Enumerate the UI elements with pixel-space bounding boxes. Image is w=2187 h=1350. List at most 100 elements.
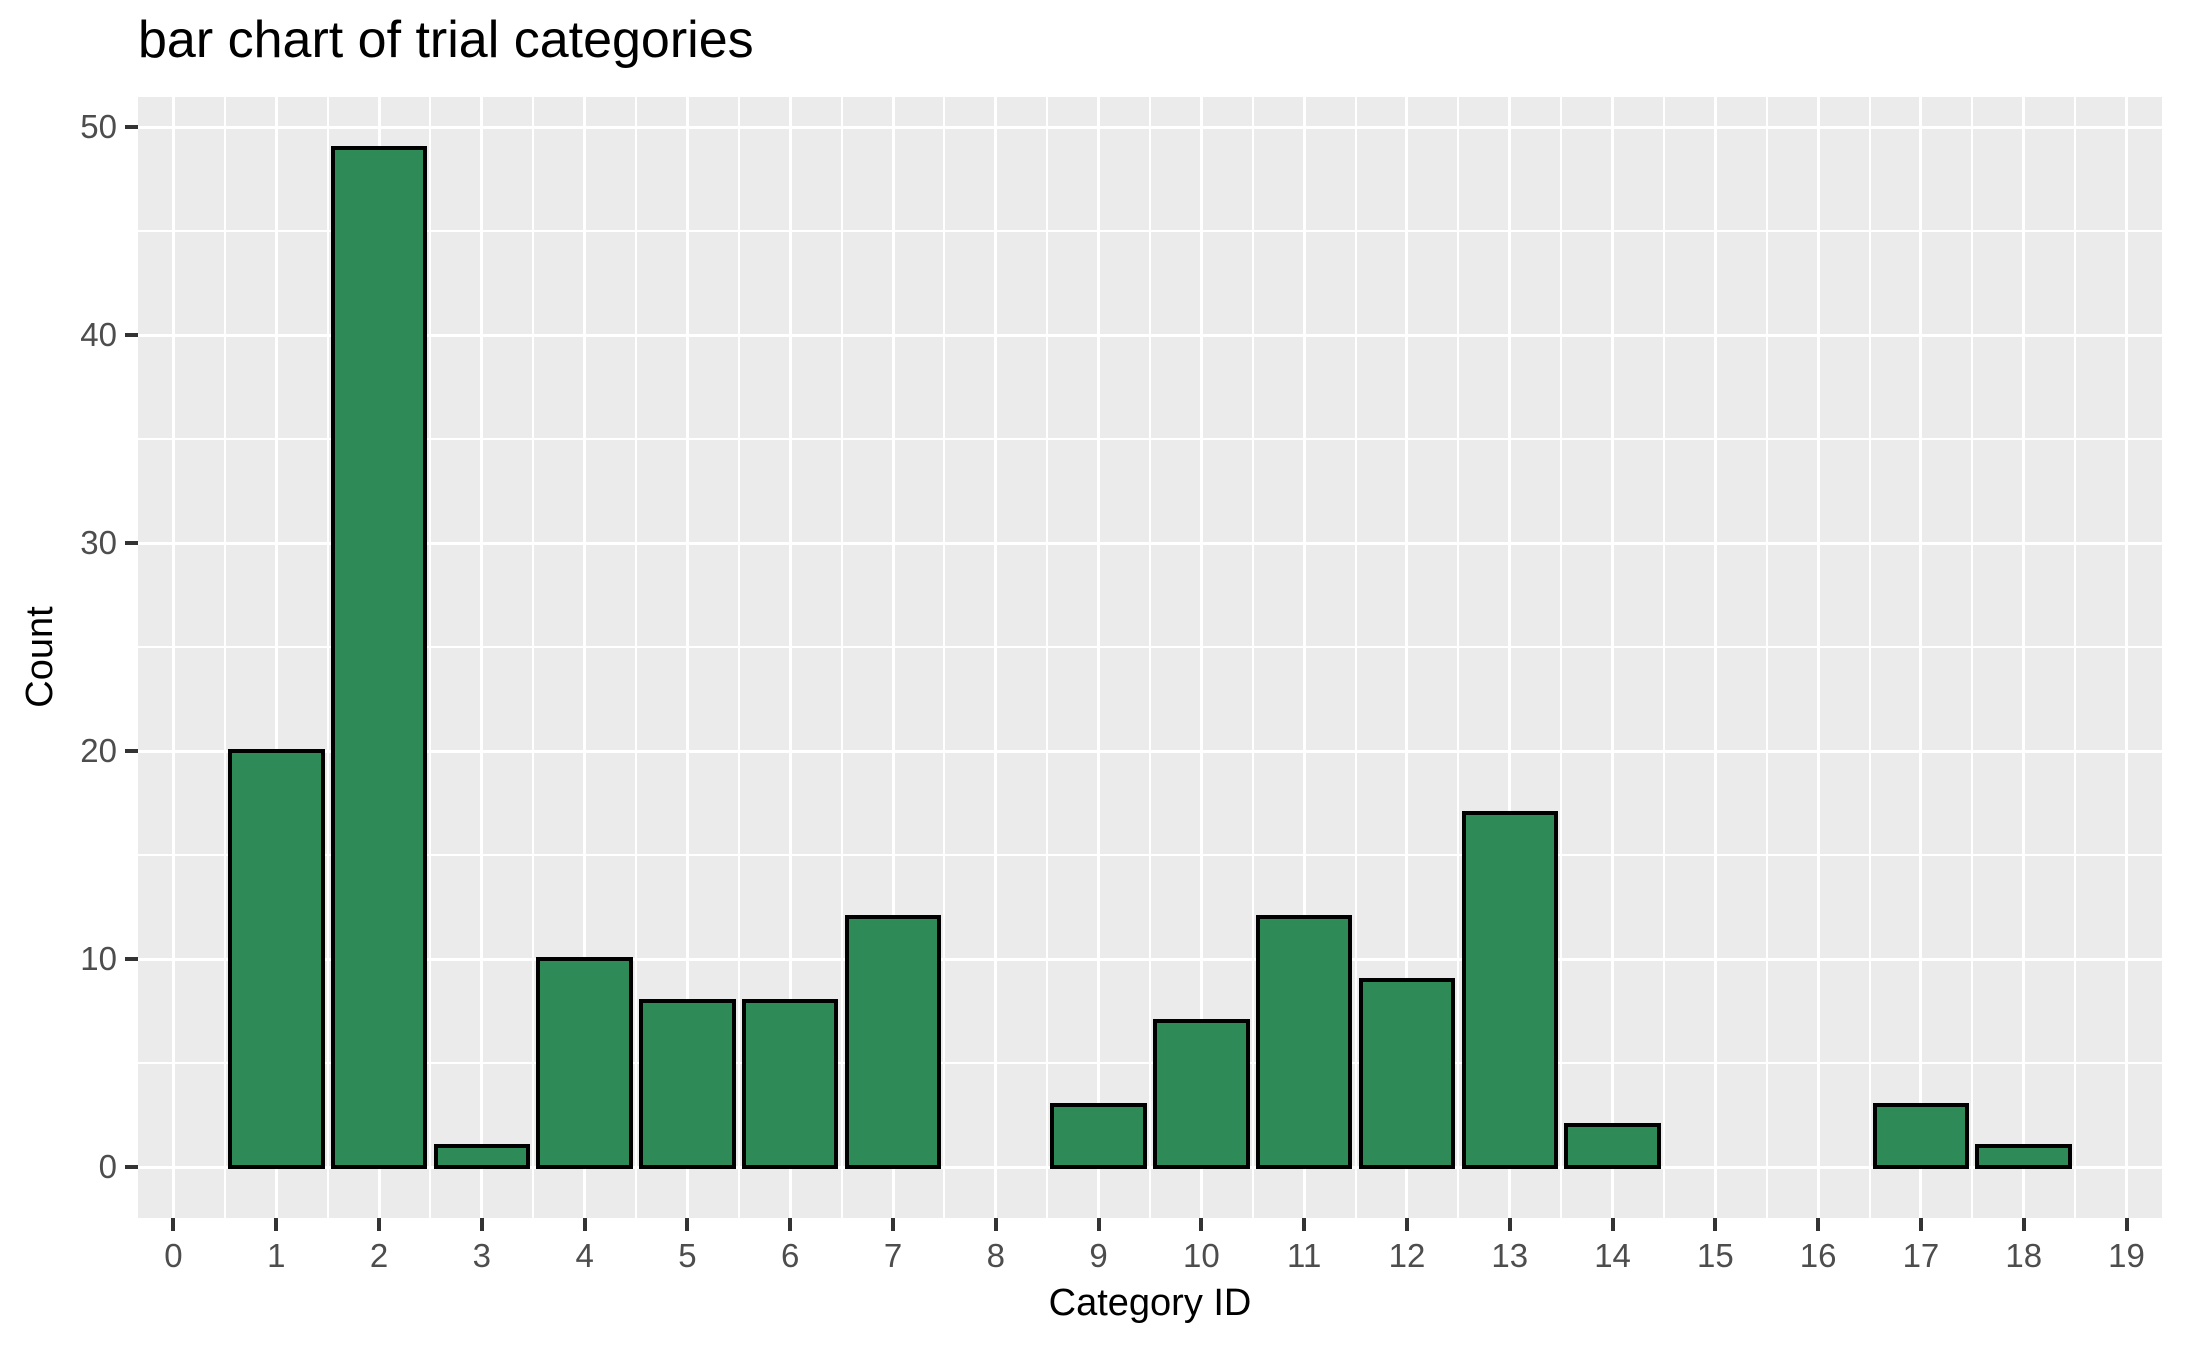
gridline-minor-vertical	[635, 97, 638, 1218]
gridline-minor-vertical	[1971, 97, 1974, 1218]
x-tick-label-19: 19	[2108, 1237, 2145, 1274]
gridline-minor-vertical	[943, 97, 946, 1218]
x-tick-mark-11	[1302, 1218, 1307, 1231]
x-tick-label-18: 18	[2005, 1237, 2043, 1274]
chart-title: bar chart of trial categories	[138, 11, 754, 69]
x-axis-title: Category ID	[1048, 1282, 1252, 1324]
gridline-major-horizontal	[138, 333, 2162, 337]
gridline-major-vertical	[171, 97, 175, 1218]
x-tick-label-5: 5	[678, 1237, 697, 1274]
x-tick-mark-0	[171, 1218, 176, 1231]
gridline-minor-vertical	[223, 97, 226, 1218]
gridline-minor-vertical	[1149, 97, 1151, 1218]
gridline-minor-horizontal	[138, 1062, 2162, 1065]
gridline-major-vertical	[1199, 97, 1203, 1218]
y-axis-title: Count	[19, 606, 61, 708]
x-tick-label-12: 12	[1388, 1237, 1426, 1274]
x-tick-label-1: 1	[267, 1237, 286, 1274]
plot-panel	[138, 97, 2162, 1218]
bar-category-5	[639, 998, 736, 1170]
x-tick-mark-9	[1096, 1218, 1101, 1231]
x-tick-label-0: 0	[164, 1237, 183, 1274]
gridline-major-vertical	[1097, 97, 1101, 1218]
x-tick-mark-6	[788, 1218, 793, 1231]
gridline-minor-vertical	[429, 97, 432, 1218]
gridline-minor-horizontal	[138, 854, 2162, 857]
gridline-minor-horizontal	[138, 438, 2162, 441]
gridline-minor-vertical	[1765, 97, 1768, 1218]
x-tick-mark-1	[274, 1218, 279, 1231]
bar-category-13	[1461, 811, 1559, 1170]
x-tick-label-16: 16	[1799, 1237, 1837, 1274]
bar-category-14	[1564, 1123, 1661, 1170]
gridline-minor-vertical	[1251, 97, 1254, 1218]
gridline-major-horizontal	[138, 125, 2162, 129]
gridline-major-horizontal	[138, 749, 2162, 753]
x-tick-mark-4	[582, 1218, 587, 1231]
bar-category-12	[1358, 977, 1456, 1170]
x-tick-mark-14	[1610, 1218, 1615, 1231]
gridline-major-vertical	[685, 97, 689, 1218]
gridline-minor-vertical	[1560, 97, 1563, 1218]
x-tick-label-8: 8	[986, 1237, 1005, 1274]
y-tick-label-50: 50	[80, 108, 117, 146]
gridline-major-vertical	[1508, 97, 1512, 1218]
gridline-minor-vertical	[1457, 97, 1460, 1218]
bar-category-17	[1872, 1102, 1970, 1170]
y-tick-label-40: 40	[80, 316, 117, 354]
x-tick-label-10: 10	[1183, 1237, 1220, 1274]
bar-category-9	[1050, 1102, 1147, 1170]
y-tick-mark-30	[125, 541, 138, 546]
y-tick-label-30: 30	[80, 524, 117, 562]
y-tick-label-0: 0	[98, 1148, 117, 1186]
gridline-major-vertical	[274, 97, 278, 1218]
x-tick-mark-13	[1507, 1218, 1512, 1231]
gridline-minor-vertical	[2074, 97, 2077, 1218]
gridline-major-vertical	[583, 97, 587, 1218]
y-tick-mark-40	[125, 333, 138, 338]
x-tick-label-17: 17	[1902, 1237, 1940, 1274]
gridline-minor-vertical	[840, 97, 843, 1218]
gridline-major-vertical	[1302, 97, 1306, 1218]
gridline-major-vertical	[2125, 97, 2129, 1218]
gridline-minor-vertical	[737, 97, 740, 1218]
bar-category-10	[1153, 1019, 1250, 1170]
gridline-major-vertical	[2022, 97, 2026, 1218]
gridline-major-vertical	[994, 97, 998, 1218]
gridline-major-horizontal	[138, 541, 2162, 545]
x-tick-label-15: 15	[1697, 1237, 1734, 1274]
bar-category-3	[433, 1144, 531, 1170]
gridline-minor-vertical	[532, 97, 535, 1218]
gridline-minor-horizontal	[138, 646, 2162, 649]
x-tick-label-4: 4	[575, 1237, 594, 1274]
x-tick-mark-7	[891, 1218, 896, 1231]
x-tick-mark-5	[685, 1218, 690, 1231]
gridline-major-vertical	[891, 97, 895, 1218]
bar-category-11	[1255, 915, 1353, 1170]
gridline-major-horizontal	[138, 1165, 2162, 1169]
gridline-major-vertical	[480, 97, 484, 1218]
y-tick-label-10: 10	[80, 940, 117, 978]
gridline-major-vertical	[1611, 97, 1615, 1218]
x-tick-label-7: 7	[883, 1237, 903, 1274]
y-tick-mark-20	[125, 749, 138, 754]
bar-category-18	[1975, 1144, 2072, 1170]
gridline-major-vertical	[1816, 97, 1820, 1218]
bar-category-2	[330, 145, 428, 1170]
gridline-major-vertical	[1405, 97, 1409, 1218]
bar-category-7	[844, 915, 942, 1170]
gridline-minor-vertical	[326, 97, 329, 1218]
x-tick-mark-3	[479, 1218, 484, 1231]
gridline-minor-horizontal	[138, 230, 2162, 233]
x-tick-mark-8	[993, 1218, 998, 1231]
gridline-minor-vertical	[1354, 97, 1357, 1218]
x-tick-mark-15	[1713, 1218, 1718, 1231]
bar-category-6	[741, 998, 839, 1170]
x-tick-label-9: 9	[1089, 1237, 1108, 1274]
x-tick-label-2: 2	[369, 1237, 389, 1274]
x-tick-mark-12	[1404, 1218, 1409, 1231]
y-tick-mark-10	[125, 957, 138, 962]
gridline-minor-vertical	[1868, 97, 1871, 1218]
y-tick-label-20: 20	[80, 732, 117, 770]
